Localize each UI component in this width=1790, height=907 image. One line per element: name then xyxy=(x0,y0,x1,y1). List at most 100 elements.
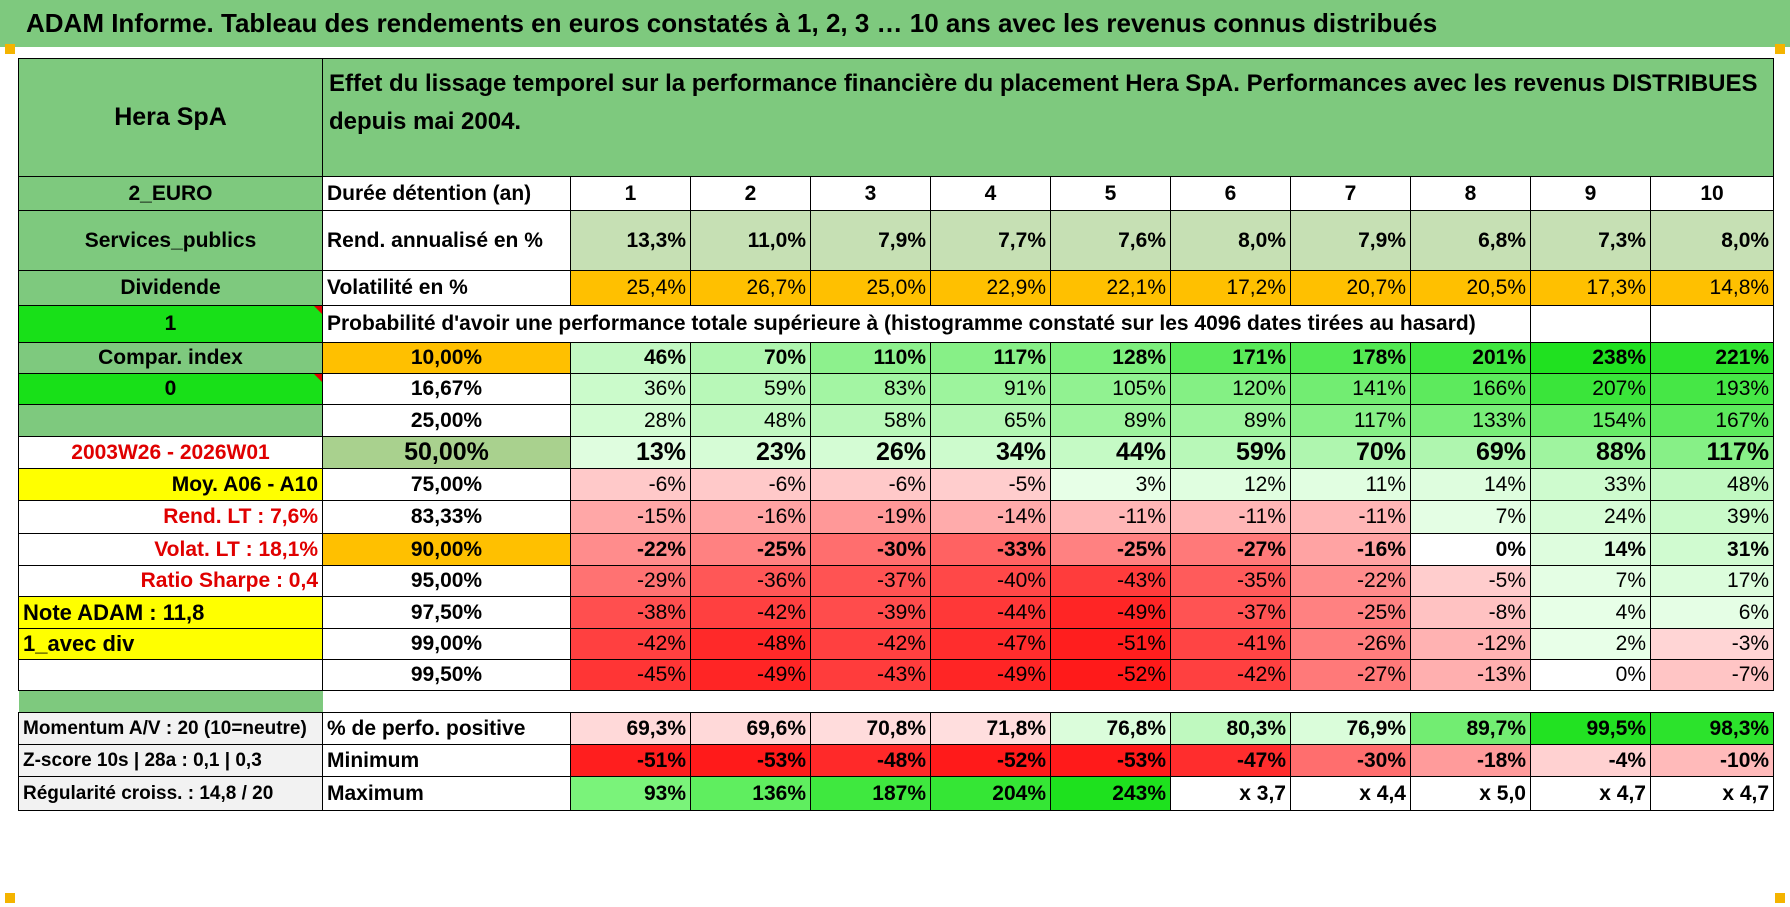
percentile-value: 16,67% xyxy=(322,373,571,405)
percentile-cell: 24% xyxy=(1530,500,1651,534)
percentile-cell: 91% xyxy=(930,373,1051,405)
percentile-cell: 17% xyxy=(1649,565,1775,597)
note-label: Note ADAM : 11,8 xyxy=(18,596,323,629)
row-label-duree: Durée détention (an) xyxy=(322,176,571,211)
zscore-label: Z-score 10s | 28a : 0,1 | 0,3 xyxy=(18,744,323,777)
selection-handle[interactable] xyxy=(5,44,15,54)
selection-handle[interactable] xyxy=(1775,893,1785,903)
percentile-cell: -3% xyxy=(1649,628,1775,660)
percentile-cell: 171% xyxy=(1170,342,1291,374)
percentile-cell: 23% xyxy=(690,436,811,469)
report-title: ADAM Informe. Tableau des rendements en … xyxy=(0,0,1790,47)
percentile-cell: -43% xyxy=(1050,565,1171,597)
stat-cell: -51% xyxy=(570,744,691,777)
momentum-label: Momentum A/V : 20 (10=neutre) xyxy=(18,712,323,745)
percentile-value: 95,00% xyxy=(322,565,571,597)
stat-cell: -52% xyxy=(930,744,1051,777)
period-label: 2003W26 - 2026W01 xyxy=(18,436,323,469)
stat-cell: 204% xyxy=(930,776,1051,811)
percentile-row: 99,50% -45% -49% -43% -49% -52% -42% -27% -13% 0%… xyxy=(18,659,1775,691)
percentile-cell: 128% xyxy=(1050,342,1171,374)
percentile-cell: -25% xyxy=(690,533,811,566)
percentile-cell: 178% xyxy=(1290,342,1411,374)
percentile-cell: -27% xyxy=(1170,533,1291,566)
stats-row: Régularité croiss. : 14,8 / 20 Maximum 93%… xyxy=(18,776,1775,811)
percentile-cell: -11% xyxy=(1290,500,1411,534)
percentile-cell: -22% xyxy=(570,533,691,566)
percentile-cell: 34% xyxy=(930,436,1051,469)
percentile-cell: 36% xyxy=(570,373,691,405)
percentile-cell: -5% xyxy=(1410,565,1531,597)
probability-caption: Probabilité d'avoir une performance tota… xyxy=(322,305,1531,343)
percentile-cell: -6% xyxy=(690,468,811,501)
percentile-cell: 31% xyxy=(1649,533,1775,566)
selection-handle[interactable] xyxy=(1775,44,1785,54)
percentile-cell: 166% xyxy=(1410,373,1531,405)
percentile-cell: -40% xyxy=(930,565,1051,597)
volat-lt-label: Volat. LT : 18,1% xyxy=(18,533,323,566)
empty-label xyxy=(18,404,323,437)
volat-cell: 17,3% xyxy=(1530,270,1651,306)
stat-cell: 76,8% xyxy=(1050,712,1171,745)
stat-cell: -30% xyxy=(1290,744,1411,777)
volat-cell: 17,2% xyxy=(1170,270,1291,306)
percentile-cell: -42% xyxy=(1170,659,1291,691)
flag-cell-0[interactable]: 0 xyxy=(18,373,323,405)
percentile-cell: -30% xyxy=(810,533,931,566)
percentile-cell: -37% xyxy=(1170,596,1291,629)
percentile-row: Compar. index 10,00% 46% 70% 110% 117% 128% 171… xyxy=(18,342,1775,374)
stats-row: Z-score 10s | 28a : 0,1 | 0,3 Minimum -51%… xyxy=(18,744,1775,777)
rend-cell: 13,3% xyxy=(570,210,691,271)
percentile-cell: 11% xyxy=(1290,468,1411,501)
percentile-cell: 167% xyxy=(1649,404,1775,437)
percentile-cell: 14% xyxy=(1530,533,1651,566)
rend-cell: 7,9% xyxy=(1290,210,1411,271)
percentile-cell: -49% xyxy=(930,659,1051,691)
percentile-value: 83,33% xyxy=(322,500,571,534)
percentile-cell: -33% xyxy=(930,533,1051,566)
stat-cell: -53% xyxy=(1050,744,1171,777)
percentile-cell: 141% xyxy=(1290,373,1411,405)
percentile-cell: 207% xyxy=(1530,373,1651,405)
percentile-cell: -8% xyxy=(1410,596,1531,629)
percentile-cell: 193% xyxy=(1649,373,1775,405)
percentile-value: 99,50% xyxy=(322,659,571,691)
percentile-cell: 3% xyxy=(1050,468,1171,501)
percentile-cell: -11% xyxy=(1050,500,1171,534)
row-label-volat: Volatilité en % xyxy=(322,270,571,306)
volat-cell: 26,7% xyxy=(690,270,811,306)
percentile-cell: 110% xyxy=(810,342,931,374)
percentile-cell: -35% xyxy=(1170,565,1291,597)
selection-handle[interactable] xyxy=(5,893,15,903)
volat-cell: 20,7% xyxy=(1290,270,1411,306)
percentile-row: 25,00% 28% 48% 58% 65% 89% 89% 117% 133% 154% 167% xyxy=(18,404,1775,437)
year-header: 5 xyxy=(1050,176,1171,211)
volat-cell: 20,5% xyxy=(1410,270,1531,306)
percentile-cell: 6% xyxy=(1649,596,1775,629)
year-header: 7 xyxy=(1290,176,1411,211)
percentile-cell: -7% xyxy=(1649,659,1775,691)
percentile-cell: -16% xyxy=(690,500,811,534)
percentile-cell: -13% xyxy=(1410,659,1531,691)
stat-cell: 80,3% xyxy=(1170,712,1291,745)
percentile-cell: -49% xyxy=(1050,596,1171,629)
percentile-cell: -39% xyxy=(810,596,931,629)
average-label: Moy. A06 - A10 xyxy=(18,468,323,501)
percentile-cell: -12% xyxy=(1410,628,1531,660)
performance-sheet: Hera SpA Effet du lissage temporel sur l… xyxy=(18,58,1775,887)
percentile-cell: -27% xyxy=(1290,659,1411,691)
percentile-cell: -26% xyxy=(1290,628,1411,660)
asset-description: Effet du lissage temporel sur la perform… xyxy=(321,58,1775,177)
percentile-cell: -11% xyxy=(1170,500,1291,534)
percentile-cell: 2% xyxy=(1530,628,1651,660)
stat-cell: -47% xyxy=(1170,744,1291,777)
percentile-cell: -25% xyxy=(1290,596,1411,629)
stat-cell: 70,8% xyxy=(810,712,931,745)
percentile-cell: 28% xyxy=(570,404,691,437)
percentile-cell: 69% xyxy=(1410,436,1531,469)
stat-cell: 98,3% xyxy=(1649,712,1775,745)
percentile-cell: 65% xyxy=(930,404,1051,437)
percentile-cell: -36% xyxy=(690,565,811,597)
flag-cell-1[interactable]: 1 xyxy=(18,305,323,343)
rend-cell: 6,8% xyxy=(1410,210,1531,271)
